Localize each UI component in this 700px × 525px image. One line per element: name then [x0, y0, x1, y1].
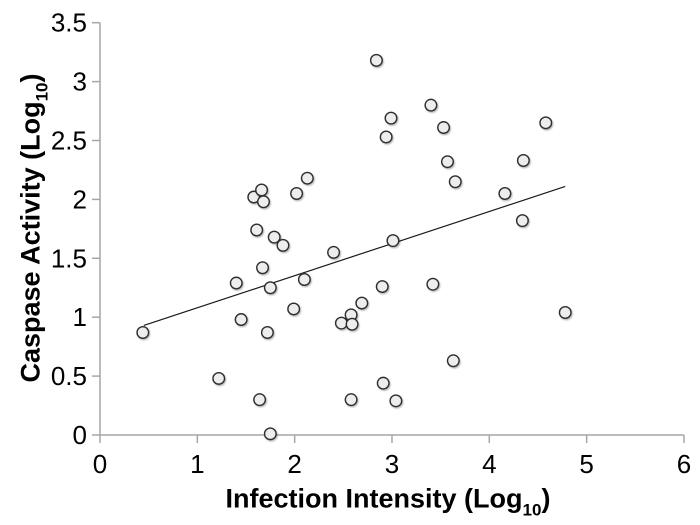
data-point: [263, 281, 277, 295]
data-point: [136, 326, 150, 340]
data-point: [300, 171, 314, 185]
data-point: [263, 427, 277, 441]
y-tick-label: 1.5: [51, 243, 87, 273]
y-tick-label: 1: [73, 302, 87, 332]
y-tick-label: 3.5: [51, 8, 87, 38]
y-axis-title-close: ): [15, 73, 46, 83]
x-tick-label: 6: [677, 449, 691, 479]
y-axis-title: Caspase Activity (Log10): [15, 73, 52, 383]
data-point: [327, 245, 341, 259]
data-point: [290, 187, 304, 201]
y-tick-label: 0: [73, 420, 87, 450]
y-tick-label: 3: [73, 67, 87, 97]
data-point: [260, 326, 274, 340]
x-tick-label: 0: [93, 449, 107, 479]
data-point: [229, 276, 243, 290]
trend-line: [143, 185, 566, 327]
data-point: [376, 376, 390, 390]
x-tick-label: 5: [579, 449, 593, 479]
data-point: [253, 393, 267, 407]
x-tick-label: 3: [385, 449, 399, 479]
x-axis-title-subscript: 10: [522, 500, 542, 520]
data-point: [389, 394, 403, 408]
data-point: [498, 187, 512, 201]
data-point: [276, 238, 290, 252]
data-point: [345, 317, 359, 331]
data-point: [516, 154, 530, 168]
x-axis-title-text: Infection Intensity (Log: [225, 483, 523, 514]
data-point: [515, 214, 529, 228]
data-point: [448, 175, 462, 189]
y-tick-label: 2: [73, 184, 87, 214]
data-point: [250, 223, 264, 237]
y-axis-title-text: Caspase Activity (Log: [15, 101, 46, 383]
data-point: [287, 302, 301, 316]
data-point: [344, 393, 358, 407]
x-tick-label: 2: [287, 449, 301, 479]
data-point: [256, 261, 270, 275]
data-point: [334, 316, 348, 330]
y-axis-title-subscript: 10: [32, 82, 52, 102]
data-point: [446, 354, 460, 368]
data-point: [234, 313, 248, 327]
x-tick-label: 1: [190, 449, 204, 479]
data-point: [424, 98, 438, 112]
y-tick-label: 0.5: [51, 361, 87, 391]
data-point: [379, 130, 393, 144]
data-point: [355, 296, 369, 310]
data-point: [212, 371, 226, 385]
y-tick-label: 2.5: [51, 126, 87, 156]
data-point: [386, 234, 400, 248]
data-point: [437, 121, 451, 135]
data-point: [257, 195, 271, 209]
data-point: [440, 155, 454, 169]
data-point: [297, 273, 311, 287]
x-axis-title: Infection Intensity (Log10): [225, 483, 551, 519]
data-point: [384, 111, 398, 125]
x-axis-title-close: ): [541, 483, 551, 514]
data-point: [267, 230, 281, 244]
x-tick-label: 4: [482, 449, 496, 479]
data-point: [255, 183, 269, 197]
data-point: [426, 277, 440, 291]
data-point: [369, 53, 383, 67]
data-point: [375, 280, 389, 294]
data-point: [539, 116, 553, 130]
data-point: [558, 305, 572, 319]
